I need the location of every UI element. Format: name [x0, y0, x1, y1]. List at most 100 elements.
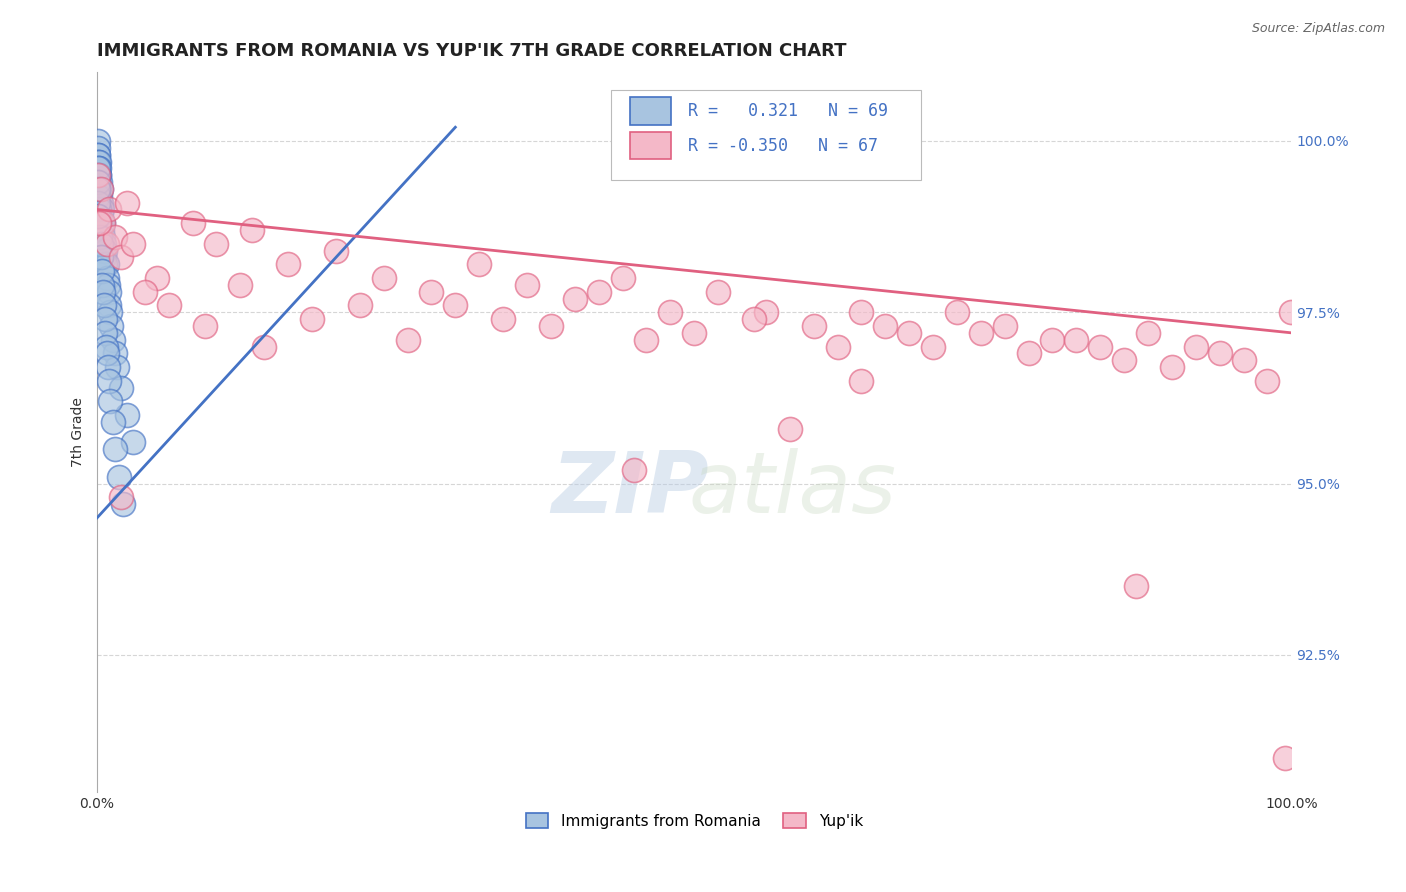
- Point: [89, 175, 111, 189]
- Point: [87, 202, 110, 217]
- Point: [145, 271, 167, 285]
- Point: [86, 195, 108, 210]
- Point: [349, 298, 371, 312]
- Point: [540, 318, 562, 333]
- Point: [1125, 579, 1147, 593]
- Point: [301, 312, 323, 326]
- Point: [93, 298, 115, 312]
- Point: [898, 326, 921, 340]
- Point: [240, 223, 263, 237]
- Point: [1184, 339, 1206, 353]
- Point: [97, 360, 120, 375]
- Point: [91, 216, 114, 230]
- Point: [492, 312, 515, 326]
- Point: [89, 161, 111, 176]
- Point: [420, 285, 443, 299]
- Point: [468, 257, 491, 271]
- Point: [86, 182, 108, 196]
- Text: R =   0.321   N = 69: R = 0.321 N = 69: [688, 103, 889, 120]
- Point: [89, 182, 111, 196]
- Point: [104, 346, 127, 360]
- Point: [101, 333, 124, 347]
- Point: [946, 305, 969, 319]
- Point: [97, 277, 120, 292]
- Point: [181, 216, 204, 230]
- Point: [122, 236, 145, 251]
- Point: [1274, 750, 1296, 764]
- Point: [90, 202, 112, 217]
- Point: [1137, 326, 1160, 340]
- Point: [1018, 346, 1040, 360]
- Point: [87, 182, 110, 196]
- Point: [89, 168, 111, 182]
- Point: [110, 491, 132, 505]
- Point: [588, 285, 610, 299]
- Point: [94, 312, 117, 326]
- Point: [970, 326, 993, 340]
- Point: [98, 298, 121, 312]
- Point: [86, 168, 108, 182]
- Point: [755, 305, 778, 319]
- Point: [803, 318, 825, 333]
- Point: [107, 469, 129, 483]
- Point: [325, 244, 347, 258]
- Point: [96, 236, 118, 251]
- Point: [90, 182, 112, 196]
- Point: [157, 298, 180, 312]
- Text: ZIP: ZIP: [551, 449, 709, 532]
- Point: [87, 161, 110, 176]
- Point: [1066, 333, 1088, 347]
- Point: [96, 271, 118, 285]
- Point: [90, 182, 112, 196]
- Point: [134, 285, 156, 299]
- Point: [90, 195, 112, 210]
- Point: [87, 154, 110, 169]
- Point: [89, 216, 111, 230]
- Point: [98, 374, 121, 388]
- Point: [396, 333, 419, 347]
- Point: [229, 277, 252, 292]
- Text: Source: ZipAtlas.com: Source: ZipAtlas.com: [1251, 22, 1385, 36]
- Point: [96, 257, 118, 271]
- Point: [636, 333, 658, 347]
- Point: [86, 134, 108, 148]
- Point: [93, 251, 115, 265]
- Point: [94, 244, 117, 258]
- Point: [110, 251, 132, 265]
- Point: [875, 318, 897, 333]
- Point: [105, 360, 128, 375]
- Point: [94, 257, 117, 271]
- Point: [205, 236, 228, 251]
- Point: [1114, 353, 1136, 368]
- Point: [86, 141, 108, 155]
- Point: [94, 339, 117, 353]
- Point: [827, 339, 849, 353]
- Point: [90, 210, 112, 224]
- Point: [98, 394, 121, 409]
- Point: [89, 188, 111, 202]
- Point: [87, 147, 110, 161]
- Point: [112, 497, 135, 511]
- Point: [851, 305, 873, 319]
- Point: [86, 147, 108, 161]
- Point: [779, 422, 801, 436]
- Point: [683, 326, 706, 340]
- Point: [89, 216, 111, 230]
- Text: R = -0.350   N = 67: R = -0.350 N = 67: [688, 136, 879, 154]
- Point: [110, 381, 132, 395]
- Point: [742, 312, 765, 326]
- Point: [86, 161, 108, 176]
- Point: [91, 230, 114, 244]
- Point: [1090, 339, 1112, 353]
- Point: [659, 305, 682, 319]
- Point: [87, 188, 110, 202]
- Point: [98, 305, 121, 319]
- Point: [98, 285, 121, 299]
- Point: [91, 216, 114, 230]
- Point: [90, 251, 112, 265]
- Point: [922, 339, 945, 353]
- Point: [90, 216, 112, 230]
- FancyBboxPatch shape: [630, 97, 672, 125]
- Point: [1208, 346, 1230, 360]
- Point: [94, 326, 117, 340]
